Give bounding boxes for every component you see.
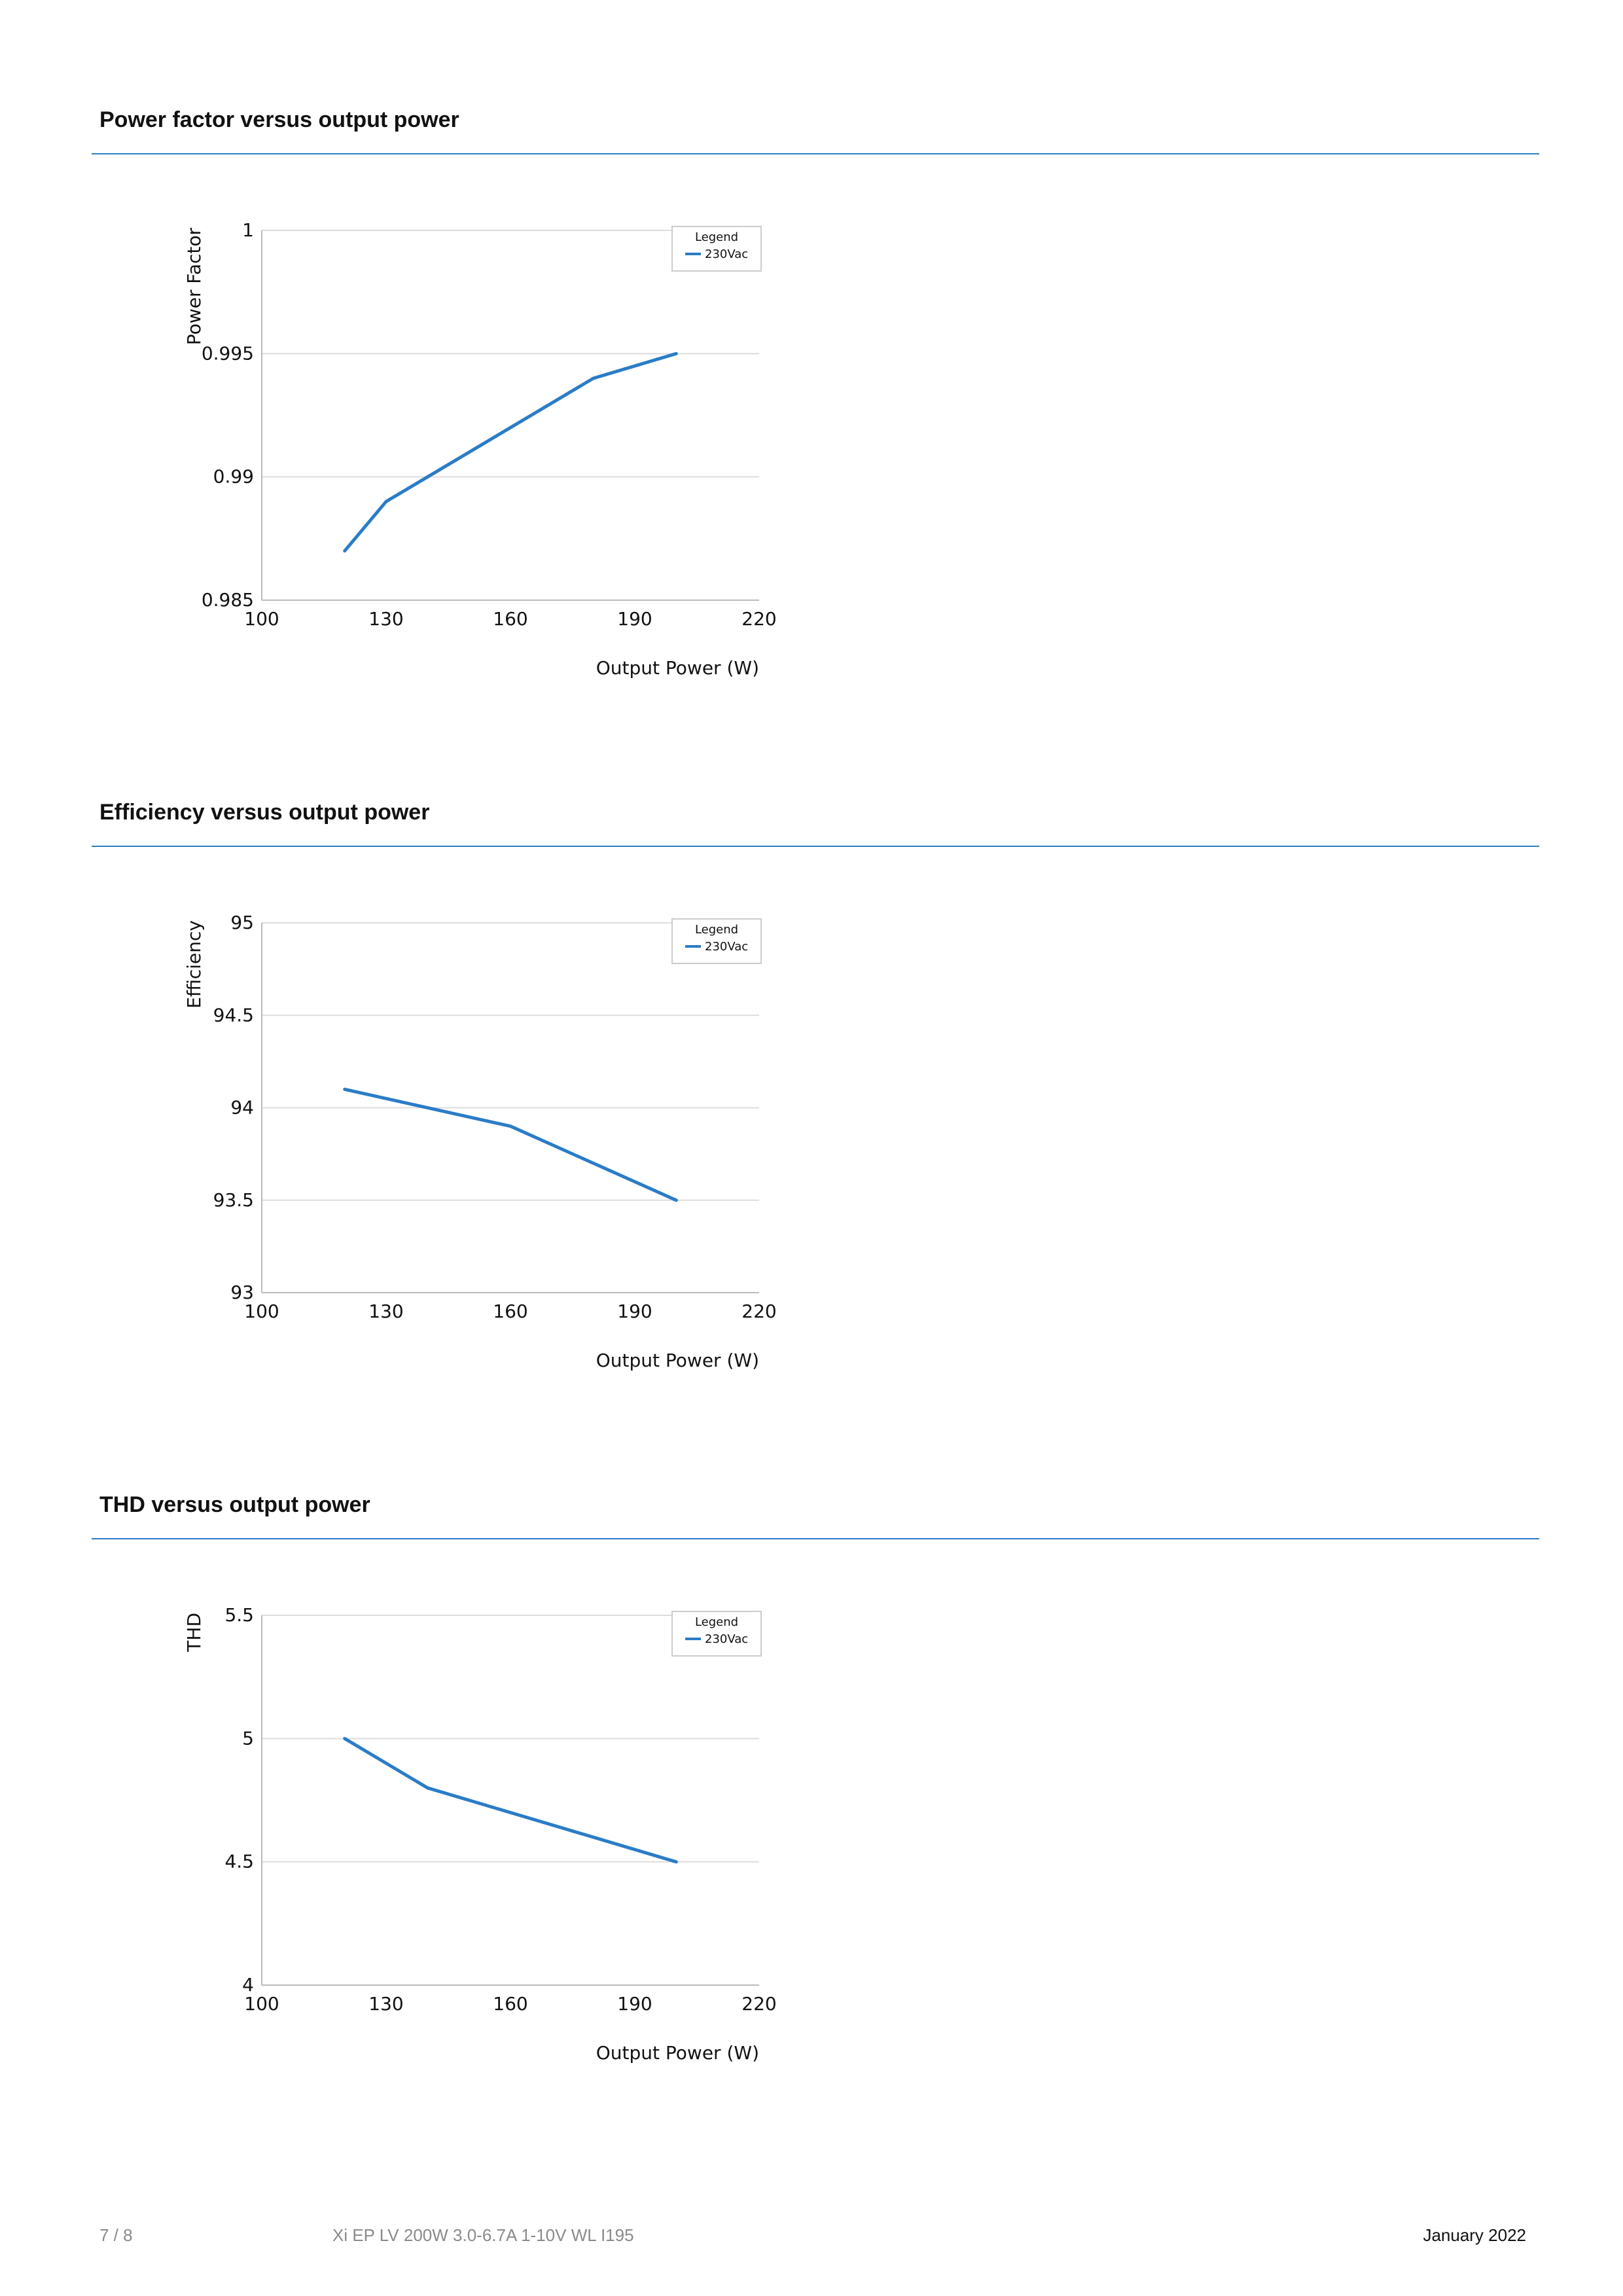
y-tick-label: 4.5: [224, 1851, 254, 1873]
chart-section-thd: THD versus output power 4 4.5 5 5.5 100 130 16…: [0, 1385, 1623, 2072]
x-tick-label: 190: [617, 1300, 652, 1322]
legend-box: [671, 226, 762, 272]
series-line-230vac: [343, 1087, 678, 1202]
x-tick-label: 190: [617, 1993, 652, 2015]
efficiency-chart: 93 93.5 94 94.5 95 100 130 160 190 220 Output Powe…: [183, 912, 777, 1371]
section-title: Power factor versus output power: [99, 107, 459, 132]
section-divider: [92, 153, 1539, 154]
section-divider: [92, 846, 1539, 847]
x-tick-label: 220: [741, 608, 776, 630]
y-tick-label: 0.99: [213, 466, 254, 488]
power-factor-chart: 0.985 0.99 0.995 1 100 130 160 190 220 Output Pow…: [183, 219, 777, 679]
x-tick-label: 160: [493, 608, 527, 630]
x-tick-label: 130: [368, 1993, 403, 2015]
y-tick-label: 93: [230, 1282, 254, 1303]
x-tick-label: 100: [244, 1993, 279, 2015]
x-tick-label: 220: [741, 1993, 776, 2015]
y-tick-label: 94: [230, 1097, 254, 1119]
y-tick-label: 94.5: [213, 1004, 254, 1026]
legend-title: Legend: [695, 230, 738, 244]
y-tick-label: 95: [230, 912, 254, 933]
product-name: Xi EP LV 200W 3.0-6.7A 1-10V WL I195: [332, 2225, 634, 2245]
x-tick-label: 130: [368, 608, 403, 630]
y-tick-label: 4: [242, 1974, 254, 1996]
x-tick-label: 160: [493, 1300, 527, 1322]
y-tick-label: 0.985: [202, 589, 254, 611]
series-line-230vac: [343, 1736, 678, 1864]
x-axis-title: Output Power (W): [596, 657, 759, 679]
y-axis-title: Power Factor: [183, 228, 205, 346]
x-tick-label: 130: [368, 1300, 403, 1322]
y-tick-label: 0.995: [202, 342, 254, 364]
y-tick-label: 5.5: [224, 1604, 254, 1626]
legend-box: [671, 1611, 762, 1657]
section-title: THD versus output power: [99, 1492, 370, 1517]
legend-box: [671, 918, 762, 964]
x-tick-label: 220: [741, 1300, 776, 1322]
thd-chart: 4 4.5 5 5.5 100 130 160 190 220 Output Power (W) T…: [183, 1604, 777, 2064]
chart-section-efficiency: Efficiency versus output power 93 93.5 94 9…: [0, 692, 1623, 1380]
x-tick-label: 160: [493, 1993, 527, 2015]
legend-title: Legend: [695, 923, 738, 937]
page-number: 7 / 8: [99, 2225, 133, 2245]
publication-date: January 2022: [1423, 2225, 1526, 2245]
x-axis-title: Output Power (W): [596, 1350, 759, 1371]
x-tick-label: 100: [244, 1300, 279, 1322]
legend-entry: 230Vac: [705, 1632, 748, 1646]
legend-entry: 230Vac: [705, 247, 748, 261]
legend-title: Legend: [695, 1615, 738, 1629]
y-tick-label: 93.5: [213, 1189, 254, 1211]
x-tick-label: 100: [244, 608, 279, 630]
x-axis-title: Output Power (W): [596, 2042, 759, 2064]
chart-section-power-factor: Power factor versus output power 0.985 0.…: [0, 0, 1623, 687]
x-tick-label: 190: [617, 608, 652, 630]
series-line-230vac: [343, 351, 678, 553]
y-tick-label: 5: [242, 1727, 254, 1749]
y-axis-title: THD: [183, 1613, 205, 1653]
legend-entry: 230Vac: [705, 940, 748, 954]
section-title: Efficiency versus output power: [99, 800, 430, 825]
y-axis-title: Efficiency: [183, 920, 205, 1009]
section-divider: [92, 1538, 1539, 1539]
y-tick-label: 1: [242, 219, 254, 241]
